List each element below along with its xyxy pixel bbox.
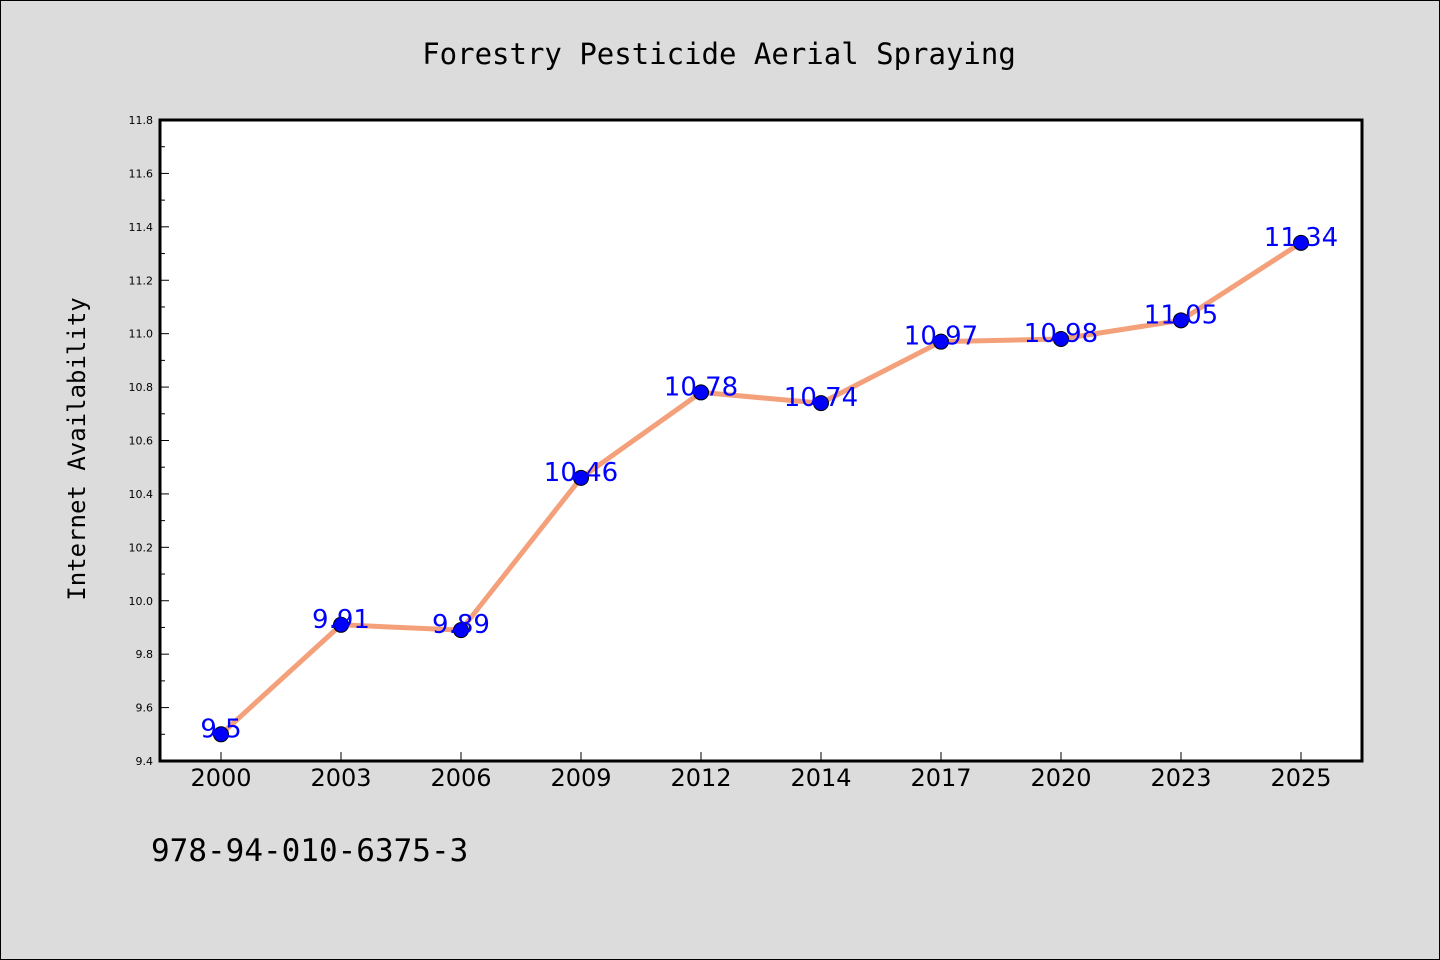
- data-label: 10.46: [544, 458, 618, 488]
- data-label: 10.78: [664, 372, 738, 402]
- y-tick-label: 10.4: [129, 488, 154, 501]
- chart-title: Forestry Pesticide Aerial Spraying: [422, 37, 1016, 71]
- data-point-marker: [213, 726, 229, 743]
- y-axis-ticks: 9.4 9.6 9.8 10.0 10.2 10.4 10.6 10.8 11.0 11.2 11.…: [129, 114, 169, 768]
- data-label: 10.97: [904, 322, 978, 352]
- data-point-marker: [1053, 331, 1069, 348]
- x-tick-label: 2014: [790, 764, 851, 792]
- y-tick-label: 11.0: [129, 328, 154, 341]
- y-tick-label: 10.6: [129, 435, 154, 448]
- x-tick-label: 2023: [1150, 764, 1211, 792]
- y-tick-label: 9.8: [136, 648, 154, 661]
- x-tick-label: 2000: [190, 764, 251, 792]
- data-point-marker: [813, 395, 829, 412]
- data-label: 9.89: [432, 610, 490, 640]
- data-label: 9.91: [312, 605, 370, 635]
- data-labels: 9.5 9.91 9.89 10.46 10.78 10.74 10.97 10.98 11.0…: [200, 223, 1338, 744]
- data-point-marker: [693, 384, 709, 401]
- x-axis-ticks: 2000 2003 2006 2009 2012 2014 2017 2020 2023 2025: [190, 752, 1332, 792]
- y-tick-label: 10.8: [129, 381, 154, 394]
- y-tick-label: 11.6: [129, 167, 154, 180]
- data-point-marker: [453, 622, 469, 639]
- y-tick-label: 11.8: [129, 114, 154, 127]
- x-tick-label: 2020: [1030, 764, 1091, 792]
- data-label: 9.5: [200, 714, 241, 744]
- y-axis-label: Internet Availability: [63, 297, 91, 600]
- x-tick-label: 2012: [670, 764, 731, 792]
- y-tick-label: 10.2: [129, 541, 154, 554]
- y-tick-label: 9.6: [136, 702, 154, 715]
- y-tick-label: 11.2: [129, 274, 154, 287]
- data-label: 10.98: [1024, 319, 1098, 349]
- data-label: 11.05: [1144, 300, 1218, 330]
- data-point-marker: [1173, 312, 1189, 329]
- footer-id-text: 978-94-010-6375-3: [151, 833, 469, 869]
- x-tick-label: 2025: [1270, 764, 1331, 792]
- data-point-marker: [573, 469, 589, 486]
- data-point-marker: [1293, 234, 1309, 251]
- data-point-marker: [933, 333, 949, 350]
- series-markers: [213, 234, 1309, 743]
- x-tick-label: 2009: [550, 764, 611, 792]
- plot-area: [158, 118, 1364, 763]
- x-tick-label: 2006: [430, 764, 491, 792]
- y-tick-label: 9.4: [136, 755, 154, 768]
- y-tick-label: 11.4: [129, 221, 154, 234]
- data-point-marker: [333, 616, 349, 633]
- x-tick-label: 2003: [310, 764, 371, 792]
- data-label: 11.34: [1264, 223, 1338, 253]
- series-line: [218, 240, 1304, 737]
- x-tick-label: 2017: [910, 764, 971, 792]
- data-label: 10.74: [784, 383, 858, 413]
- y-tick-label: 10.0: [129, 595, 154, 608]
